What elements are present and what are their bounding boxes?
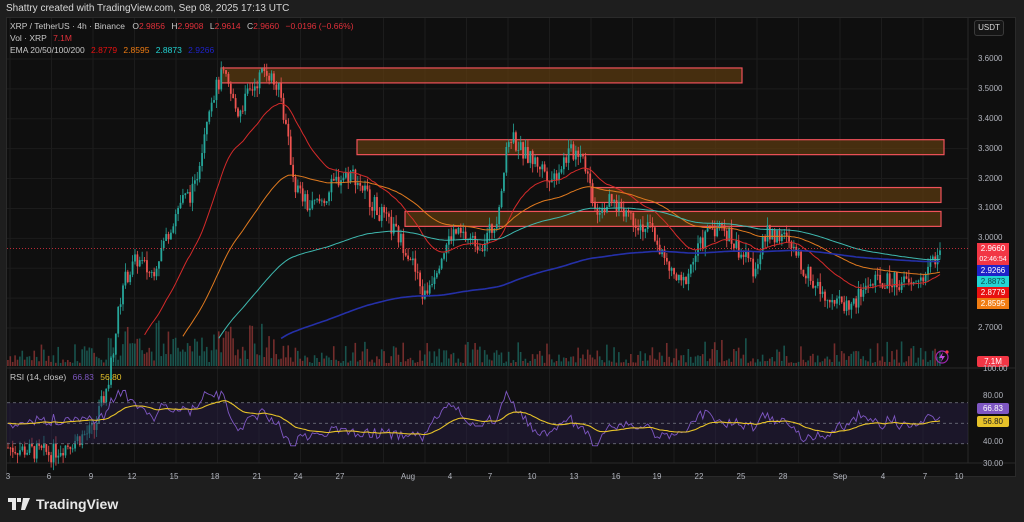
volume-label[interactable]: Vol · XRP	[10, 33, 47, 43]
time-tick: 22	[694, 472, 704, 481]
ema200-value: 2.9266	[188, 45, 215, 55]
currency-button[interactable]: USDT	[974, 20, 1004, 36]
ema20-value: 2.8779	[91, 45, 118, 55]
change-value: −0.0196 (−0.66%)	[285, 21, 354, 31]
time-tick: 7	[922, 472, 928, 481]
high-value: 2.9908	[177, 21, 204, 31]
volume-value: 7.1M	[53, 33, 72, 43]
time-tick: 6	[46, 472, 52, 481]
ema50-value: 2.8595	[123, 45, 150, 55]
tradingview-logo-icon	[8, 498, 30, 510]
rsi-tick: 30.00	[983, 459, 1004, 468]
time-tick: 15	[169, 472, 179, 481]
time-tick: 27	[335, 472, 345, 481]
price-tag: 2.8779	[977, 287, 1009, 298]
rsi-tick: 40.00	[983, 437, 1004, 446]
price-tag: 2.8873	[977, 276, 1009, 287]
rsi-tag: 66.83	[977, 403, 1009, 414]
rsi-label[interactable]: RSI (14, close)	[10, 372, 67, 382]
price-tick: 2.7000	[978, 323, 1003, 332]
tradingview-logo[interactable]: TradingView	[8, 496, 118, 512]
time-tick: 9	[88, 472, 94, 481]
price-tag: 2.8595	[977, 298, 1009, 309]
time-tick: 25	[736, 472, 746, 481]
time-tick: 19	[652, 472, 662, 481]
symbol-label[interactable]: XRP / TetherUS · 4h · Binance	[10, 21, 125, 31]
time-tick: 4	[447, 472, 453, 481]
price-tick: 3.2000	[978, 173, 1003, 183]
time-tick: 7	[487, 472, 493, 481]
price-tick: 3.1000	[978, 203, 1003, 213]
price-tag: 2.9266	[977, 265, 1009, 276]
rsi-ma-tag: 56.80	[977, 416, 1009, 427]
time-tick: 3	[5, 472, 11, 481]
time-tick: 21	[252, 472, 262, 481]
ema100-value: 2.8873	[155, 45, 182, 55]
time-tick: Sep	[832, 472, 848, 481]
price-tick: 3.4000	[978, 113, 1003, 123]
rsi-value: 66.83	[72, 372, 94, 382]
price-tick: 3.0000	[978, 233, 1003, 243]
close-value: 2.9660	[253, 21, 280, 31]
rsi-tick: 100.00	[983, 364, 1008, 373]
rsi-legend: RSI (14, close) 66.83 56.80	[10, 372, 122, 382]
time-tick: 12	[127, 472, 137, 481]
price-tick: 3.6000	[978, 54, 1003, 63]
time-tick: Aug	[400, 472, 416, 481]
time-tick: 28	[778, 472, 788, 481]
chart-frame[interactable]	[6, 17, 1016, 477]
chart-legend: XRP / TetherUS · 4h · Binance O2.9856 H2…	[10, 21, 354, 55]
time-tick: 24	[293, 472, 303, 481]
time-tick: 16	[611, 472, 621, 481]
time-tick: 18	[210, 472, 220, 481]
volume-tag: 7.1M	[977, 356, 1009, 367]
time-tick: 10	[527, 472, 537, 481]
brand-name: TradingView	[36, 496, 119, 512]
open-value: 2.9856	[138, 21, 165, 31]
low-value: 2.9614	[214, 21, 241, 31]
rsi-ma-value: 56.80	[100, 372, 122, 382]
time-tick: 13	[569, 472, 579, 481]
chart-caption: Shattry created with TradingView.com, Se…	[6, 3, 290, 14]
ema-label[interactable]: EMA 20/50/100/200	[10, 45, 85, 55]
price-tick: 3.5000	[978, 83, 1003, 93]
price-tick: 3.3000	[978, 143, 1003, 153]
price-tag: 2.9660 02:46:54	[977, 243, 1009, 265]
rsi-tick: 80.00	[983, 391, 1004, 400]
time-tick: 10	[954, 472, 964, 481]
time-tick: 4	[880, 472, 886, 481]
